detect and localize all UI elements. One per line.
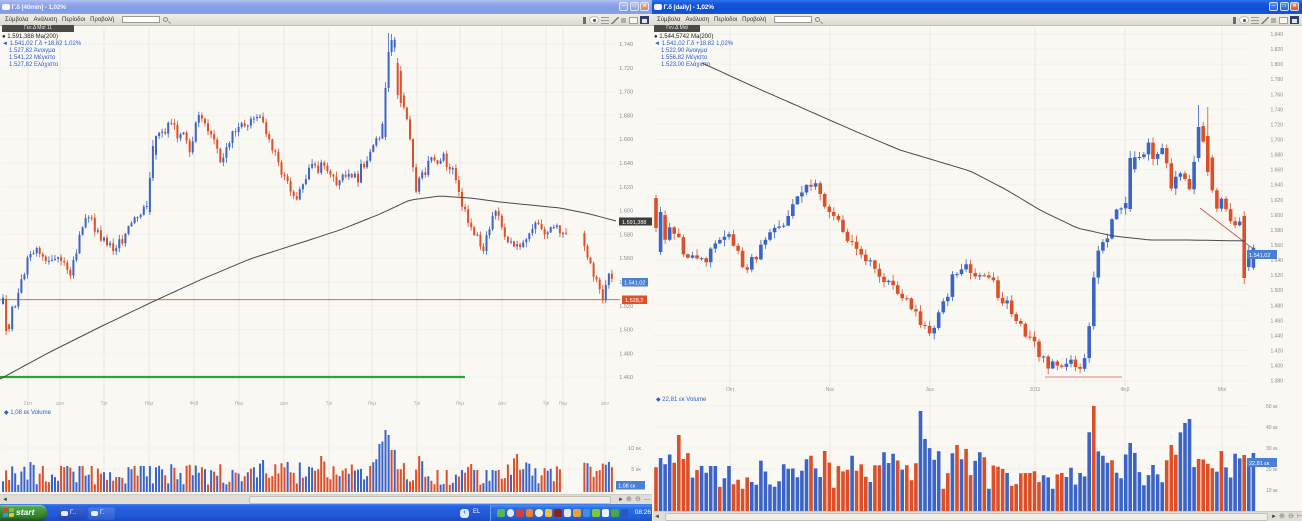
- svg-text:1.600: 1.600: [1270, 213, 1283, 219]
- svg-text:10 εκ: 10 εκ: [628, 446, 641, 452]
- svg-text:◆ 22,81 εκ Volume: ◆ 22,81 εκ Volume: [656, 397, 707, 403]
- svg-text:1,08 εκ: 1,08 εκ: [618, 484, 636, 490]
- svg-text:1.541,02: 1.541,02: [624, 281, 645, 287]
- svg-text:1.540: 1.540: [1270, 258, 1283, 264]
- svg-text:30 εκ: 30 εκ: [1266, 446, 1278, 452]
- svg-text:◆ 1,08 εκ Volume: ◆ 1,08 εκ Volume: [4, 410, 52, 416]
- svg-text:Νοε: Νοε: [826, 387, 835, 393]
- svg-text:Οκτ: Οκτ: [726, 387, 734, 393]
- svg-text:2011: 2011: [1030, 387, 1041, 393]
- svg-text:1.520: 1.520: [1270, 273, 1283, 279]
- svg-text:Τρι: Τρι: [101, 401, 108, 407]
- svg-text:Δευ: Δευ: [56, 401, 64, 407]
- svg-text:Πεμ: Πεμ: [235, 401, 244, 407]
- svg-text:1.660: 1.660: [619, 137, 633, 143]
- svg-text:Πεμ: Πεμ: [145, 401, 154, 407]
- svg-text:1.580: 1.580: [1270, 228, 1283, 234]
- svg-text:Δεκ: Δεκ: [926, 387, 935, 393]
- svg-text:50 εκ: 50 εκ: [1266, 404, 1278, 410]
- svg-text:1.840: 1.840: [1270, 32, 1283, 38]
- svg-text:1.640: 1.640: [619, 161, 633, 167]
- svg-text:1.580: 1.580: [619, 232, 633, 238]
- svg-text:Φεβ: Φεβ: [1120, 387, 1129, 393]
- svg-text:Τρι: Τρι: [326, 401, 333, 407]
- svg-text:1.500: 1.500: [619, 328, 633, 334]
- svg-text:Δευ: Δευ: [498, 401, 506, 407]
- svg-text:1.700: 1.700: [1270, 138, 1283, 144]
- svg-text:1.480: 1.480: [619, 351, 633, 357]
- svg-text:Μαϊ: Μαϊ: [1218, 387, 1227, 393]
- svg-text:1.760: 1.760: [1270, 92, 1283, 98]
- svg-text:1.740: 1.740: [619, 42, 633, 48]
- svg-text:1.720: 1.720: [619, 66, 633, 72]
- svg-text:1.640: 1.640: [1270, 183, 1283, 189]
- svg-text:1.480: 1.480: [1270, 303, 1283, 309]
- svg-text:1.400: 1.400: [1270, 364, 1283, 370]
- svg-text:Πεμ: Πεμ: [559, 401, 568, 407]
- svg-text:1.740: 1.740: [1270, 107, 1283, 113]
- svg-text:1.620: 1.620: [619, 185, 633, 191]
- svg-text:1.460: 1.460: [1270, 318, 1283, 324]
- svg-text:1.520: 1.520: [619, 304, 633, 310]
- svg-text:1.620: 1.620: [1270, 198, 1283, 204]
- svg-text:1.600: 1.600: [619, 209, 633, 215]
- svg-text:Τρι: Τρι: [414, 401, 421, 407]
- svg-text:1.528,2: 1.528,2: [625, 298, 643, 304]
- svg-text:Πεμ: Πεμ: [368, 401, 377, 407]
- svg-text:20 εκ: 20 εκ: [1266, 467, 1278, 473]
- svg-text:Τρι: Τρι: [543, 401, 550, 407]
- svg-text:1.500: 1.500: [1270, 288, 1283, 294]
- svg-text:Πεμ: Πεμ: [456, 401, 465, 407]
- svg-text:1.541,02: 1.541,02: [1249, 253, 1270, 259]
- svg-text:1.680: 1.680: [1270, 153, 1283, 159]
- svg-text:Σεπ: Σεπ: [24, 401, 33, 407]
- svg-text:1.700: 1.700: [619, 90, 633, 96]
- svg-text:Δευ: Δευ: [601, 401, 609, 407]
- svg-text:1.720: 1.720: [1270, 122, 1283, 128]
- svg-text:1.380: 1.380: [1270, 379, 1283, 385]
- svg-text:1.680: 1.680: [619, 113, 633, 119]
- svg-text:40 εκ: 40 εκ: [1266, 425, 1278, 431]
- svg-text:1.591,388: 1.591,388: [622, 220, 646, 226]
- svg-text:1.420: 1.420: [1270, 349, 1283, 355]
- svg-text:5 εκ: 5 εκ: [631, 467, 641, 473]
- svg-text:1.820: 1.820: [1270, 47, 1283, 53]
- svg-text:1.560: 1.560: [619, 256, 633, 262]
- svg-text:10 εκ: 10 εκ: [1266, 488, 1278, 494]
- svg-text:Δευ: Δευ: [280, 401, 288, 407]
- svg-text:1.460: 1.460: [619, 375, 633, 381]
- svg-text:1.800: 1.800: [1270, 62, 1283, 68]
- svg-text:1.440: 1.440: [1270, 333, 1283, 339]
- svg-text:22,81 εκ: 22,81 εκ: [1249, 461, 1270, 467]
- svg-text:Φεβ: Φεβ: [190, 401, 199, 407]
- svg-text:1.780: 1.780: [1270, 77, 1283, 83]
- svg-text:1.660: 1.660: [1270, 168, 1283, 174]
- svg-text:1.560: 1.560: [1270, 243, 1283, 249]
